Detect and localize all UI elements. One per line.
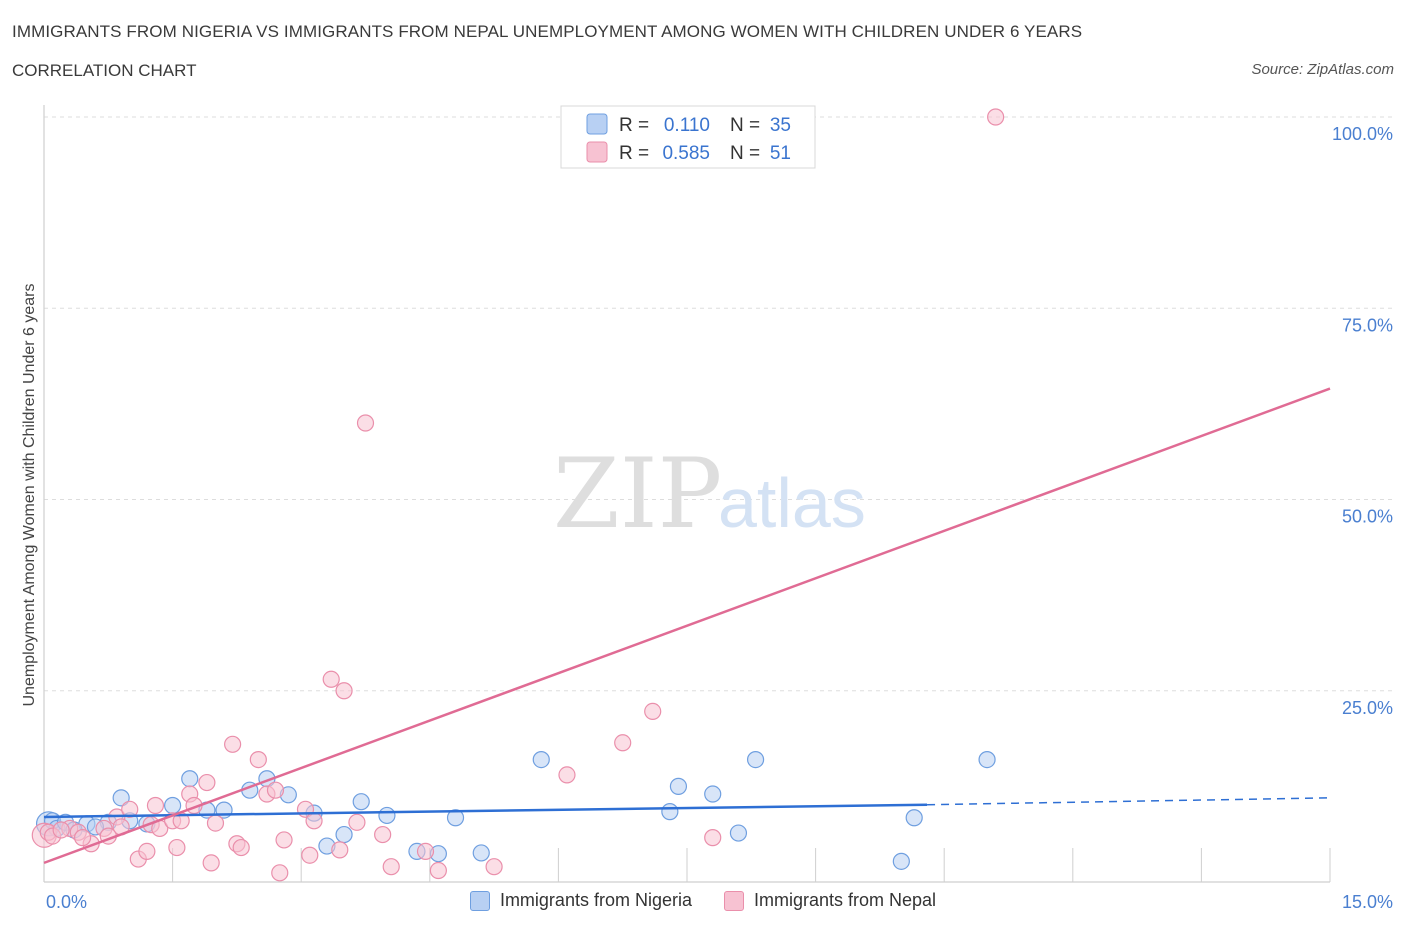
legend-r-label-nepal: R = [619,143,649,164]
series-1-point-38 [356,414,375,432]
legend-item-nepal[interactable]: Immigrants from Nepal [723,890,937,911]
legend-n-label-nepal: N = [730,143,760,164]
series-1-point-23 [224,735,242,753]
legend-inset-swatch-nigeria [586,113,608,135]
legend-label-nepal: Immigrants from Nepal [753,890,937,910]
legend-r-value-nigeria: 0.110 [664,115,710,136]
series-0-point-7 [164,796,182,815]
series-1-point-48 [987,108,1005,126]
series-1-point-46 [644,702,662,721]
series-1-point-37 [348,813,366,831]
series-0-point-21 [446,809,465,827]
trend-line-nigeria [43,803,928,819]
watermark-zip: ZIP [553,438,722,550]
series-1-point-30 [275,831,293,849]
watermark: ZIP atlas [553,438,866,550]
y-tick-label-75: 75.0% [1342,315,1393,335]
series-0-point-24 [661,803,679,821]
series-0-point-25 [669,777,688,795]
legend-inset-swatch-nepal [586,141,608,163]
series-0-point-8 [181,770,199,788]
series-1-point-29 [271,864,289,882]
watermark-atlas: atlas [718,464,866,542]
series-1-point-33 [301,846,319,864]
series-0-point-17 [352,793,370,811]
series-1-point-45 [614,734,632,752]
series-0-point-5 [112,789,130,807]
legend-r-value-nepal: 0.585 [662,143,710,164]
series-1-point-41 [416,842,435,861]
series-0-point-29 [892,852,910,870]
series-1-point-20 [198,773,216,792]
y-tick-labels: 100.0% 75.0% 50.0% 25.0% [1332,124,1393,718]
y-tick-label-25: 25.0% [1342,698,1393,718]
x-tick-labels: 0.0% 15.0% [46,892,1393,912]
trend-line-nigeria-extension [927,797,1331,806]
series-1-point-21 [202,854,220,872]
legend-swatch-nepal [723,890,744,911]
series-0-point-16 [335,825,353,844]
x-tick-label-min: 0.0% [46,892,87,912]
series-1-point-43 [485,858,503,876]
series-1-point-26 [249,750,267,769]
series-1-point-16 [168,838,186,857]
legend-bottom: Immigrants from Nigeria Immigrants from … [0,890,1406,911]
series-0-point-28 [746,750,765,769]
legend-label-nigeria: Immigrants from Nigeria [499,890,692,910]
chart-source: Source: ZipAtlas.com [1251,61,1394,78]
series-1-point-35 [331,841,349,859]
series-1-point-40 [382,858,400,876]
y-tick-label-50: 50.0% [1342,507,1393,527]
trend-line-nepal [43,387,1331,865]
series-1-point-22 [206,814,225,832]
chart-title: IMMIGRANTS FROM NIGERIA VS IMMIGRANTS FR… [12,22,1083,41]
x-tick-label-max: 15.0% [1342,892,1393,912]
series-1-point-34 [322,670,340,688]
series-1-point-39 [374,825,392,844]
series-0-point-31 [978,750,996,769]
legend-item-nigeria[interactable]: Immigrants from Nigeria [469,890,692,911]
series-1-point-25 [232,838,250,857]
series-1-point-42 [429,861,447,880]
trend-lines [43,387,1331,865]
series-0-point-18 [378,806,396,825]
series-1-point-8 [121,800,139,818]
chart-subtitle: CORRELATION CHART [12,61,197,80]
legend-n-value-nepal: 51 [770,143,791,164]
legend-n-label-nigeria: N = [730,115,760,136]
series-0-point-23 [532,750,550,769]
series-1-point-47 [704,829,722,847]
series-1-point-36 [335,682,353,700]
series-1-point-50 [73,829,92,847]
y-axis-label: Unemployment Among Women with Children U… [21,283,38,707]
y-tick-label-100: 100.0% [1332,124,1393,144]
series-0-point-30 [905,809,923,827]
series-1-point-44 [558,766,576,784]
series-0-point-22 [472,844,490,862]
series-0-point-26 [704,785,722,803]
legend-swatch-nigeria [469,890,490,911]
legend-inset: R = 0.110 N = 35 R = 0.585 N = 51 [560,105,816,169]
series-1-point-13 [146,796,165,815]
legend-r-label-nigeria: R = [619,115,649,136]
series-0-point-27 [729,824,748,842]
legend-n-value-nigeria: 35 [770,115,791,136]
series-1-point-49 [52,821,70,839]
series-1-point-32 [305,812,323,830]
grid-lines [44,116,1392,692]
series-1-point-11 [138,842,156,861]
series-1-point-28 [266,781,285,799]
